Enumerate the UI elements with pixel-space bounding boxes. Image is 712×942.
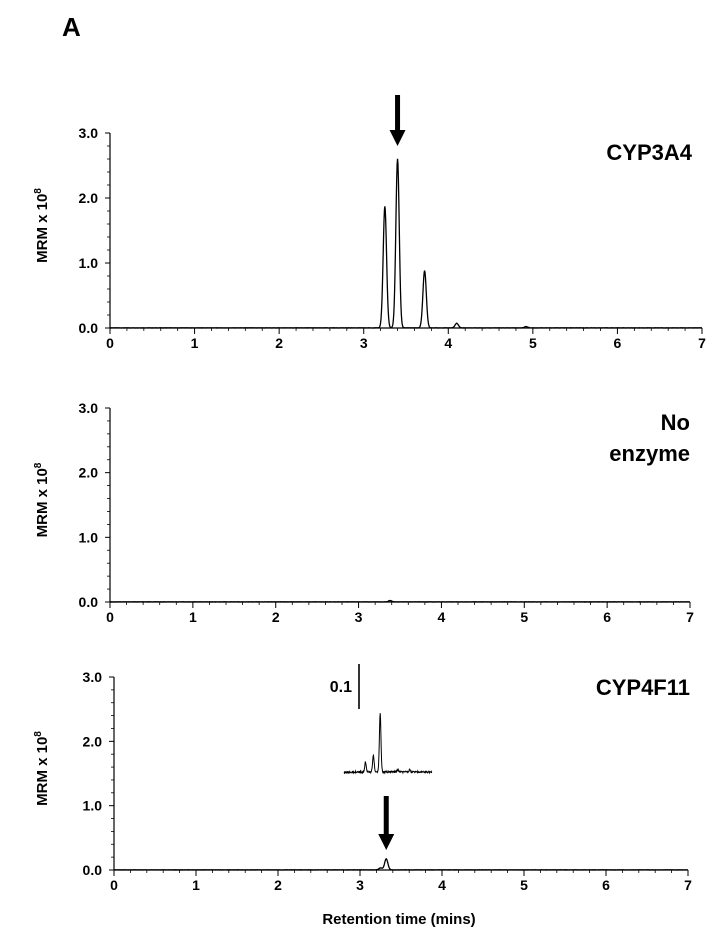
x-tick-label: 2 [272,609,280,625]
x-tick-label: 6 [602,877,610,893]
panel-title-line: CYP4F11 [596,675,690,700]
x-tick-label: 3 [356,877,364,893]
panel-title-line: No [661,410,690,435]
x-tick-label: 0 [106,609,114,625]
chart-panel-3: 0 1 2 3 4 5 6 7 0.0 1.0 2.0 3.0 MRM x 108 CYP4F11 0.1 R… [33,664,692,928]
x-tick-label: 0 [110,877,118,893]
x-tick-label: 1 [189,609,197,625]
inset-scale-label: 0.1 [330,679,352,696]
x-tick-label: 7 [686,609,694,625]
chart-panel-2: 0 1 2 3 4 5 6 7 0.0 1.0 2.0 3.0 MRM x 108 No enzyme [33,400,694,625]
x-tick-label: 3 [355,609,363,625]
inset-trace [343,713,433,775]
x-tick-label: 2 [274,877,282,893]
x-tick-label: 7 [684,877,692,893]
arrow-head [389,130,406,146]
x-tick-label: 5 [520,877,528,893]
y-tick-label: 2.0 [79,190,99,206]
x-tick-label: 2 [275,335,283,351]
y-axis-label: MRM x 108 [33,462,51,537]
y-tick-label: 0.0 [83,862,103,878]
x-tick-label: 4 [438,877,446,893]
chart-panel-1: 0 1 2 3 4 5 6 7 0.0 1.0 2.0 3.0 MRM x 108 CYP3A4 [33,95,706,351]
y-tick-label: 1.0 [79,255,99,271]
peak-arrow [389,95,406,146]
x-tick-label: 5 [520,609,528,625]
x-tick-label: 0 [106,335,114,351]
y-tick-label: 3.0 [83,669,103,685]
y-tick-label: 0.0 [79,594,99,610]
y-tick-label: 0.0 [79,320,99,336]
x-tick-label: 5 [529,335,537,351]
y-tick-label: 1.0 [83,798,103,814]
x-tick-label: 7 [698,335,706,351]
y-tick-label: 3.0 [79,125,99,141]
y-tick-label: 1.0 [79,529,99,545]
x-tick-label: 4 [438,609,446,625]
chromatogram-trace [109,158,703,329]
panel-letter: A [62,12,81,42]
arrow-head [378,834,395,850]
x-tick-label: 1 [192,877,200,893]
x-tick-label: 6 [603,609,611,625]
chromatogram-trace [113,857,689,871]
inset-zoom: 0.1 [330,664,433,775]
y-tick-label: 2.0 [83,733,103,749]
x-tick-label: 4 [444,335,452,351]
panel-title-line: enzyme [609,441,690,466]
y-tick-label: 3.0 [79,400,99,416]
x-tick-label: 1 [191,335,199,351]
x-tick-label: 3 [360,335,368,351]
panel-title-line: CYP3A4 [606,140,692,165]
x-tick-label: 6 [614,335,622,351]
y-axis-label: MRM x 108 [33,731,51,806]
x-axis-label: Retention time (mins) [322,911,475,928]
y-axis-label: MRM x 108 [33,188,51,263]
peak-arrow [378,796,395,850]
y-tick-label: 2.0 [79,465,99,481]
chromatogram-trace [109,599,691,603]
